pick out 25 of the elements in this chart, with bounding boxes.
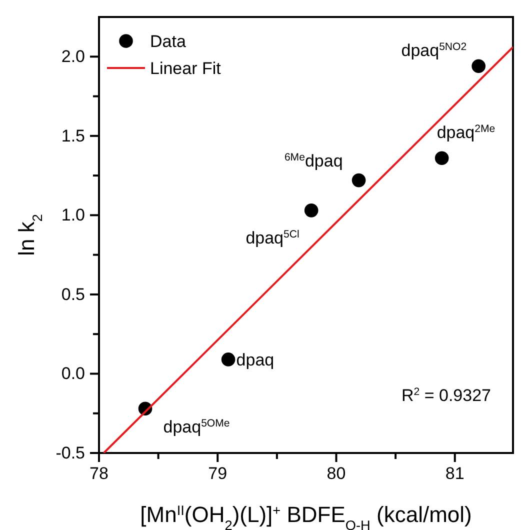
text: [Mn$^{II}$(OH$_{2}$)(L)]$^{+}$ BDFE$_{O-H}$ (kcal/mol) [140,502,472,530]
annotation: dpaq$^{5NO2}$ [401,41,467,60]
annotation: dpaq$^{5OMe}$ [163,418,230,437]
y-tick-label: 1.5 [61,126,85,146]
y-tick-label: 1.0 [61,206,85,225]
annotation: dpaq$^{2Me}$ [436,123,496,142]
point [472,59,486,74]
x-tick-label: 79 [208,464,228,484]
x-tick-label: 78 [90,464,108,484]
x-tick-label: 81 [445,464,464,484]
legend-label: Data [150,32,186,51]
point [352,173,366,188]
annotation: dpaq [236,350,274,370]
annotation: $^{6Me}$dpaq [284,151,343,170]
x-tick-label: 80 [326,464,346,484]
y-tick-label: 0.0 [61,364,85,384]
y-tick-label: -0.5 [56,443,85,462]
point [304,204,318,218]
annotation: dpaq$^{5Cl}$ [246,228,300,248]
point [221,352,236,366]
annotation: R$^{2}$ = 0.9327 [401,386,491,405]
legend-label: Linear Fit [150,59,222,78]
y-tick-label: 2.0 [61,47,85,66]
point [434,151,449,165]
y-tick-label: 0.5 [61,284,85,304]
